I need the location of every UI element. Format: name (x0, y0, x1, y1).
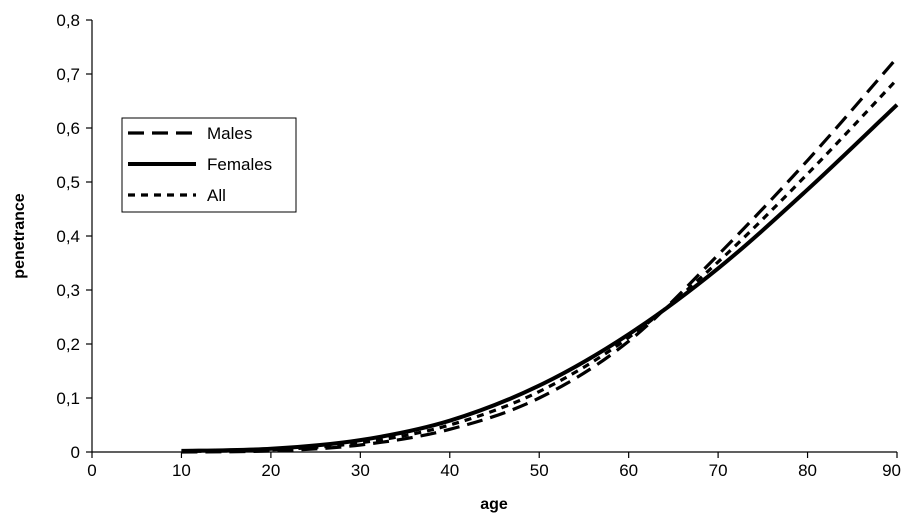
x-tick-label: 0 (87, 461, 96, 480)
y-tick-label: 0 (71, 443, 80, 462)
y-tick-label: 0,8 (56, 11, 80, 30)
x-tick-label: 30 (351, 461, 370, 480)
x-tick-label: 70 (709, 461, 728, 480)
y-tick-label: 0,4 (56, 227, 80, 246)
x-tick-label: 50 (530, 461, 549, 480)
legend-label-males: Males (207, 124, 252, 143)
series-line-females (181, 103, 899, 453)
y-tick-label: 0,5 (56, 173, 80, 192)
y-tick-label: 0,3 (56, 281, 80, 300)
x-tick-label: 90 (882, 461, 901, 480)
y-axis-title: penetrance (11, 193, 28, 278)
series-line-males (181, 56, 899, 454)
x-tick-label: 80 (798, 461, 817, 480)
legend-label-females: Females (207, 155, 272, 174)
x-axis-title: age (480, 496, 508, 513)
x-axis-ticks: 0 10 20 30 40 50 60 70 80 90 (87, 452, 901, 480)
legend-label-all: All (207, 186, 226, 205)
x-tick-label: 60 (619, 461, 638, 480)
y-tick-label: 0,6 (56, 119, 80, 138)
y-axis-ticks: 0 0,1 0,2 0,3 0,4 0,5 0,6 0,7 0,8 (56, 11, 92, 462)
y-tick-label: 0,1 (56, 389, 80, 408)
series-lines (181, 56, 899, 454)
legend: Males Females All (121, 117, 297, 213)
x-tick-label: 10 (172, 461, 191, 480)
series-line-all (181, 78, 899, 454)
plot-area: 0 0,1 0,2 0,3 0,4 0,5 0,6 0,7 0,8 0 10 20 30 40 50 60 7… (56, 11, 901, 480)
y-tick-label: 0,7 (56, 65, 80, 84)
x-tick-label: 20 (261, 461, 280, 480)
x-tick-label: 40 (440, 461, 459, 480)
y-tick-label: 0,2 (56, 335, 80, 354)
